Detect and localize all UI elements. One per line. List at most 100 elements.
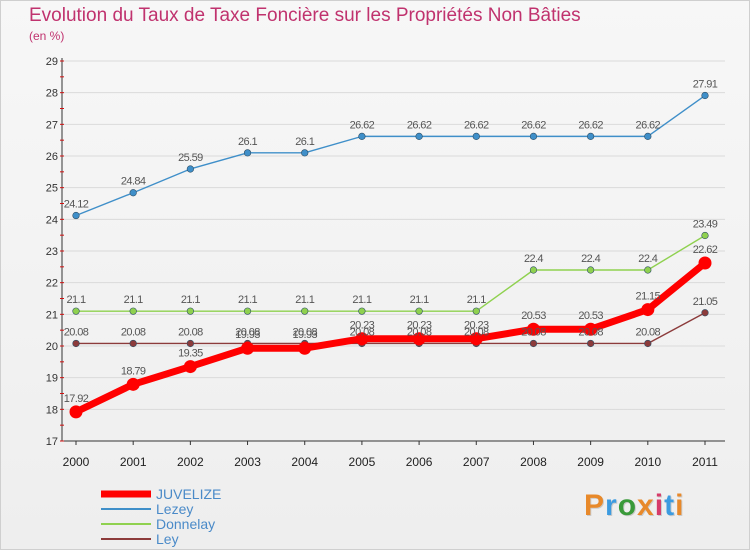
proxiti-logo: Proxiti bbox=[584, 489, 684, 523]
data-point-donnelay-2004 bbox=[301, 307, 309, 315]
series-line-ley bbox=[75, 312, 706, 345]
logo-letter: o bbox=[617, 489, 638, 522]
legend-label-lezey: Lezey bbox=[156, 501, 193, 517]
x-tick-label-2003: 2003 bbox=[234, 455, 261, 469]
data-point-lezey-2004 bbox=[301, 149, 309, 157]
data-point-juvelize-2006 bbox=[412, 332, 426, 346]
data-point-juvelize-2004 bbox=[298, 341, 312, 355]
data-point-juvelize-2000 bbox=[69, 405, 83, 419]
data-point-donnelay-2006 bbox=[415, 307, 423, 315]
data-point-juvelize-2007 bbox=[469, 332, 483, 346]
data-label-ley-2007: 20.08 bbox=[464, 326, 489, 338]
y-tick-label-21: 21 bbox=[46, 309, 58, 321]
data-point-lezey-2010 bbox=[644, 132, 652, 140]
x-tick-label-2006: 2006 bbox=[406, 455, 433, 469]
data-point-donnelay-2008 bbox=[529, 266, 538, 274]
logo-letter: P bbox=[584, 489, 606, 522]
data-point-ley-2009 bbox=[587, 339, 595, 348]
data-point-juvelize-2005 bbox=[355, 332, 369, 346]
y-tick-label-28: 28 bbox=[46, 88, 58, 100]
data-point-ley-2010 bbox=[644, 339, 652, 348]
data-label-lezey-2007: 26.62 bbox=[464, 119, 489, 131]
x-tick-label-2009: 2009 bbox=[577, 455, 604, 469]
logo-letter: i bbox=[675, 489, 685, 522]
data-point-lezey-2005 bbox=[358, 132, 366, 140]
series-line-lezey bbox=[75, 94, 706, 217]
data-point-donnelay-2011 bbox=[701, 231, 709, 240]
data-point-juvelize-2011 bbox=[698, 256, 712, 270]
logo-letter: t bbox=[664, 489, 676, 522]
data-label-lezey-2003: 26.1 bbox=[238, 136, 257, 148]
x-tick-label-2000: 2000 bbox=[63, 455, 90, 469]
series-line-donnelay bbox=[75, 234, 706, 312]
data-point-juvelize-2009 bbox=[584, 322, 598, 336]
y-tick-label-25: 25 bbox=[46, 183, 58, 195]
data-label-lezey-2005: 26.62 bbox=[350, 119, 375, 131]
logo-letter: r bbox=[605, 489, 618, 522]
data-label-donnelay-2005: 21.1 bbox=[352, 294, 371, 306]
data-point-donnelay-2010 bbox=[644, 266, 652, 274]
y-tick-label-29: 29 bbox=[46, 56, 58, 68]
data-point-lezey-2008 bbox=[529, 132, 538, 140]
data-label-lezey-2004: 26.1 bbox=[295, 136, 314, 148]
data-label-donnelay-2009: 22.4 bbox=[581, 253, 600, 265]
y-tick-label-26: 26 bbox=[46, 151, 58, 163]
legend-label-juvelize: JUVELIZE bbox=[156, 486, 221, 502]
unit-label: (en %) bbox=[29, 29, 65, 43]
data-point-donnelay-2003 bbox=[243, 307, 252, 315]
data-label-lezey-2001: 24.84 bbox=[121, 176, 146, 188]
data-point-ley-2008 bbox=[529, 339, 538, 348]
data-point-donnelay-2009 bbox=[587, 266, 595, 274]
data-label-ley-2010: 20.08 bbox=[636, 326, 661, 338]
y-tick-label-20: 20 bbox=[46, 341, 58, 353]
data-label-juvelize-2001: 18.79 bbox=[121, 365, 146, 377]
data-point-juvelize-2001 bbox=[126, 377, 140, 391]
data-label-ley-2006: 20.08 bbox=[407, 326, 432, 338]
data-label-juvelize-2008: 20.53 bbox=[521, 310, 546, 322]
data-label-donnelay-2011: 23.49 bbox=[693, 218, 718, 230]
data-point-lezey-2007 bbox=[472, 132, 480, 140]
chart-title: Evolution du Taux de Taxe Foncière sur l… bbox=[29, 5, 581, 26]
y-tick-label-27: 27 bbox=[46, 119, 58, 131]
data-label-ley-2000: 20.08 bbox=[64, 326, 89, 338]
y-tick-label-19: 19 bbox=[46, 373, 58, 385]
data-label-ley-2011: 21.05 bbox=[693, 296, 718, 308]
logo-letter: i bbox=[654, 489, 665, 522]
data-label-donnelay-2007: 21.1 bbox=[467, 294, 486, 306]
data-label-juvelize-2000: 17.92 bbox=[64, 393, 89, 405]
data-label-donnelay-2010: 22.4 bbox=[638, 253, 657, 265]
y-tick-label-18: 18 bbox=[46, 404, 58, 416]
data-label-juvelize-2003: 19.93 bbox=[235, 329, 260, 341]
legend-label-ley: Ley bbox=[156, 531, 179, 547]
data-label-lezey-2006: 26.62 bbox=[407, 119, 432, 131]
data-label-donnelay-2004: 21.1 bbox=[295, 294, 314, 306]
data-label-juvelize-2009: 20.53 bbox=[578, 310, 603, 322]
data-point-ley-2000 bbox=[72, 339, 80, 348]
data-point-lezey-2001 bbox=[129, 189, 137, 197]
series-line-juvelize bbox=[72, 259, 709, 416]
data-label-juvelize-2010: 21.15 bbox=[636, 291, 661, 303]
data-label-lezey-2009: 26.62 bbox=[578, 119, 603, 131]
x-tick-label-2005: 2005 bbox=[349, 455, 376, 469]
data-point-lezey-2011 bbox=[701, 91, 709, 100]
data-label-ley-2008: 20.08 bbox=[521, 326, 546, 338]
data-label-juvelize-2002: 19.35 bbox=[178, 348, 203, 360]
data-point-donnelay-2001 bbox=[129, 307, 137, 315]
y-tick-label-22: 22 bbox=[46, 278, 58, 290]
x-tick-label-2007: 2007 bbox=[463, 455, 490, 469]
x-tick-label-2004: 2004 bbox=[291, 455, 318, 469]
legend-label-donnelay: Donnelay bbox=[156, 516, 215, 532]
data-label-lezey-2010: 26.62 bbox=[636, 119, 661, 131]
data-label-donnelay-2002: 21.1 bbox=[181, 294, 200, 306]
data-label-juvelize-2004: 19.93 bbox=[292, 329, 317, 341]
data-point-donnelay-2007 bbox=[472, 307, 480, 315]
data-point-ley-2001 bbox=[129, 339, 137, 348]
y-tick-label-23: 23 bbox=[46, 246, 58, 258]
data-point-ley-2002 bbox=[186, 339, 194, 348]
x-tick-label-2001: 2001 bbox=[120, 455, 147, 469]
data-label-donnelay-2006: 21.1 bbox=[410, 294, 429, 306]
data-label-ley-2001: 20.08 bbox=[121, 326, 146, 338]
data-label-juvelize-2011: 22.62 bbox=[693, 244, 718, 256]
